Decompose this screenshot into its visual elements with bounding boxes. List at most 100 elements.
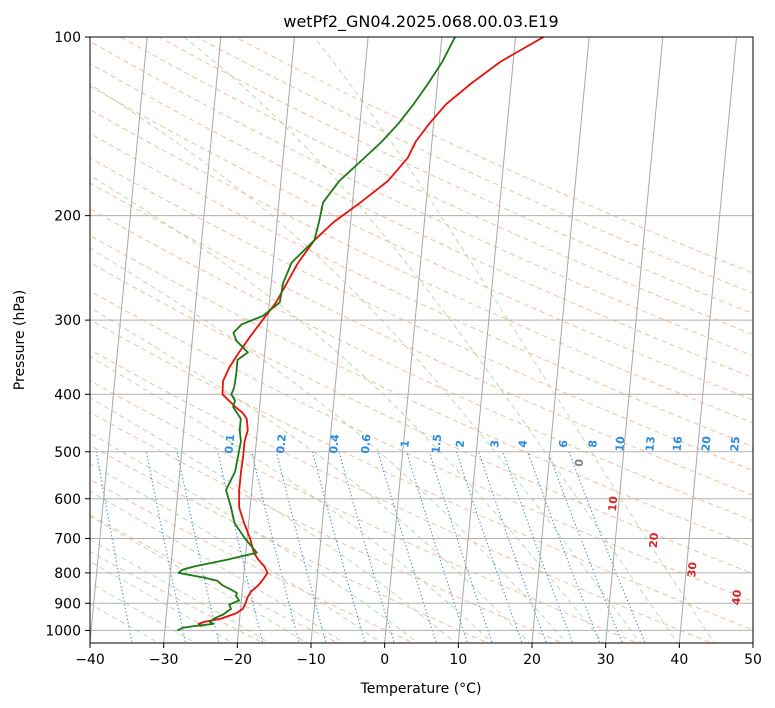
x-tick-label: 0	[380, 652, 389, 668]
mixing-ratio-label: 10	[613, 435, 627, 452]
dry-adiabat-line	[90, 551, 265, 643]
moist-adiabat-label: 30	[685, 561, 699, 578]
moist-adiabat-line	[183, 37, 679, 643]
moist-adiabat-line	[90, 432, 419, 643]
dry-adiabat-line	[90, 379, 639, 643]
mixing-ratio-label: 2	[454, 439, 468, 448]
mixing-ratio-line	[502, 451, 574, 643]
dewpoint-profile	[177, 37, 456, 632]
mixing-ratio-label: 0.1	[222, 434, 237, 455]
y-tick-label: 800	[54, 566, 81, 582]
mixing-ratio-label: 16	[671, 435, 685, 452]
moist-adiabat-label: 20	[647, 532, 661, 549]
dry-adiabat-line	[90, 208, 753, 522]
dry-adiabat-line	[90, 63, 753, 379]
x-tick-label: 30	[597, 652, 615, 668]
moist-adiabat-line	[90, 515, 308, 643]
isotherm-line	[90, 37, 148, 643]
dry-adiabat-line	[90, 411, 564, 643]
plot-frame	[89, 36, 754, 644]
mixing-ratio-line	[176, 451, 220, 643]
mixing-ratio-line	[145, 451, 187, 643]
isotherm-line	[678, 37, 737, 643]
isotherm-line	[163, 37, 222, 643]
mixing-ratio-label: 1	[398, 439, 412, 448]
mixing-ratio-line	[547, 451, 623, 643]
moist-adiabat-label: 40	[730, 589, 744, 606]
mixing-ratio-label: 0.6	[359, 433, 374, 454]
x-tick-label: −10	[296, 652, 326, 668]
dry-adiabat-line	[120, 37, 753, 336]
y-tick-label: 600	[54, 492, 81, 508]
moist-adiabat-line	[313, 37, 715, 643]
mixing-ratio-label: 1.5	[429, 434, 444, 455]
mixing-ratio-label: 6	[557, 439, 571, 448]
y-tick-label: 200	[54, 209, 81, 225]
x-tick-label: 50	[744, 652, 762, 668]
x-tick-label: −40	[75, 652, 105, 668]
mixing-ratio-label: 36	[768, 435, 775, 452]
mixing-ratio-line	[50, 452, 83, 646]
x-tick-label: −30	[149, 652, 179, 668]
moist-adiabat-line	[90, 490, 345, 643]
y-tick-label: 900	[54, 596, 81, 612]
dry-adiabat-line	[90, 234, 753, 548]
isotherm-line	[531, 37, 590, 643]
mixing-ratio-label: 13	[643, 436, 657, 452]
x-tick-label: 40	[670, 652, 688, 668]
chart-title: wetPf2_GN04.2025.068.00.03.E19	[283, 12, 558, 32]
moist-adiabat-line	[90, 538, 271, 643]
isotherm-line	[384, 37, 443, 643]
moist-adiabat-line	[90, 463, 382, 643]
x-tick-label: 10	[449, 652, 467, 668]
moist-adiabat-line	[90, 561, 234, 643]
mixing-ratio-line	[568, 451, 646, 643]
dry-adiabat-line	[90, 40, 753, 357]
dry-adiabat-line	[158, 37, 753, 315]
isotherm-line	[752, 637, 753, 643]
mixing-ratio-label: 3	[488, 439, 502, 448]
mixing-ratio-line	[406, 451, 469, 643]
x-tick-label: 20	[523, 652, 541, 668]
plot-area: -100-90-80-70-60-50-40-30-20-100.10.20.4…	[0, 24, 775, 646]
y-tick-label: 400	[54, 387, 81, 403]
isotherm-line	[605, 37, 664, 643]
moist-adiabat-line	[90, 356, 494, 643]
temperature-profile	[197, 37, 544, 628]
isotherm-line	[0, 24, 1, 646]
mixing-ratio-label: 0.4	[327, 433, 342, 454]
mixing-ratio-line	[338, 451, 395, 643]
x-tick-label: −20	[223, 652, 253, 668]
moist-adiabat-line	[90, 306, 531, 643]
mixing-ratio-line	[456, 451, 523, 643]
mixing-ratio-label: 30	[750, 435, 764, 452]
mixing-ratio-label: 0.2	[274, 434, 289, 455]
mixing-ratio-line	[275, 451, 327, 643]
mixing-ratio-label: 4	[516, 439, 530, 448]
moist-adiabat-line	[90, 582, 197, 643]
isotherm-line	[310, 37, 369, 643]
dry-adiabat-line	[90, 157, 753, 472]
dry-adiabat-line	[90, 262, 753, 575]
mixing-ratio-label: 20	[699, 435, 713, 452]
mixing-ratio-line	[95, 451, 133, 643]
y-tick-label: 1000	[45, 623, 81, 639]
y-tick-label: 100	[54, 30, 81, 46]
moist-adiabat-label: 0	[573, 458, 587, 467]
dry-adiabat-line	[90, 478, 415, 643]
isotherm-line	[457, 37, 516, 643]
y-tick-label: 300	[54, 313, 81, 329]
mixing-ratio-label: 8	[586, 439, 600, 448]
mixing-ratio-line	[312, 451, 366, 643]
dry-adiabat-line	[90, 319, 753, 631]
y-axis-label: Pressure (hPa)	[12, 290, 28, 390]
moist-adiabat-line	[90, 83, 642, 643]
mixing-ratio-line	[527, 451, 601, 643]
mixing-ratio-line	[377, 451, 437, 643]
isotherm-line	[236, 37, 295, 643]
dry-adiabat-line	[234, 37, 753, 274]
moist-adiabat-label: 10	[606, 495, 620, 512]
y-tick-label: 500	[54, 445, 81, 461]
mixing-ratio-line	[251, 451, 300, 643]
